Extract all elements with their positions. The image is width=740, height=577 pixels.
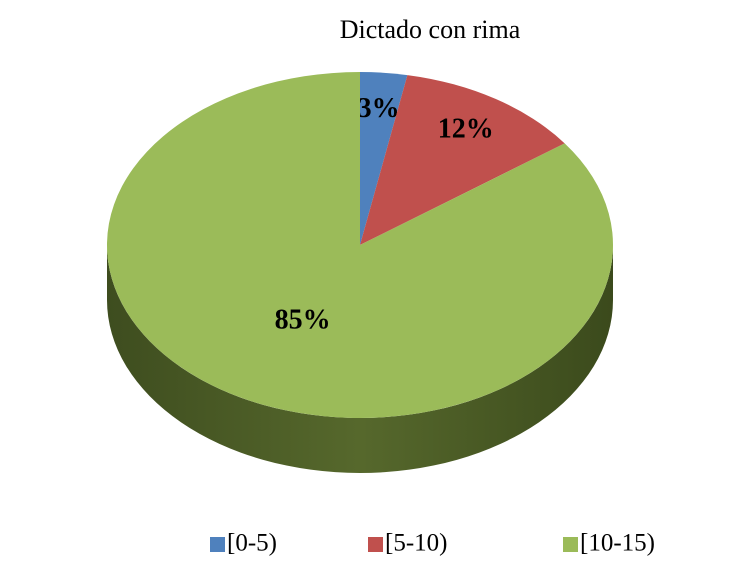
pie-slice [360,75,565,246]
legend-swatch [368,537,383,552]
pie-slice [360,72,408,245]
data-label: 85% [275,304,331,335]
legend-swatch [210,537,225,552]
legend: [0-5) [5-10) [10-15) [210,530,655,557]
chart-title: Dictado con rima [340,15,521,44]
data-label: 12% [438,113,494,144]
pie: 3% 12% 85% [107,72,614,473]
legend-label: [10-15) [580,530,655,557]
pie-side [107,245,613,473]
pie-slice [107,72,614,418]
legend-swatch [563,537,578,552]
legend-label: [5-10) [385,530,447,557]
legend-label: [0-5) [227,530,277,557]
data-label: 3% [358,93,400,124]
